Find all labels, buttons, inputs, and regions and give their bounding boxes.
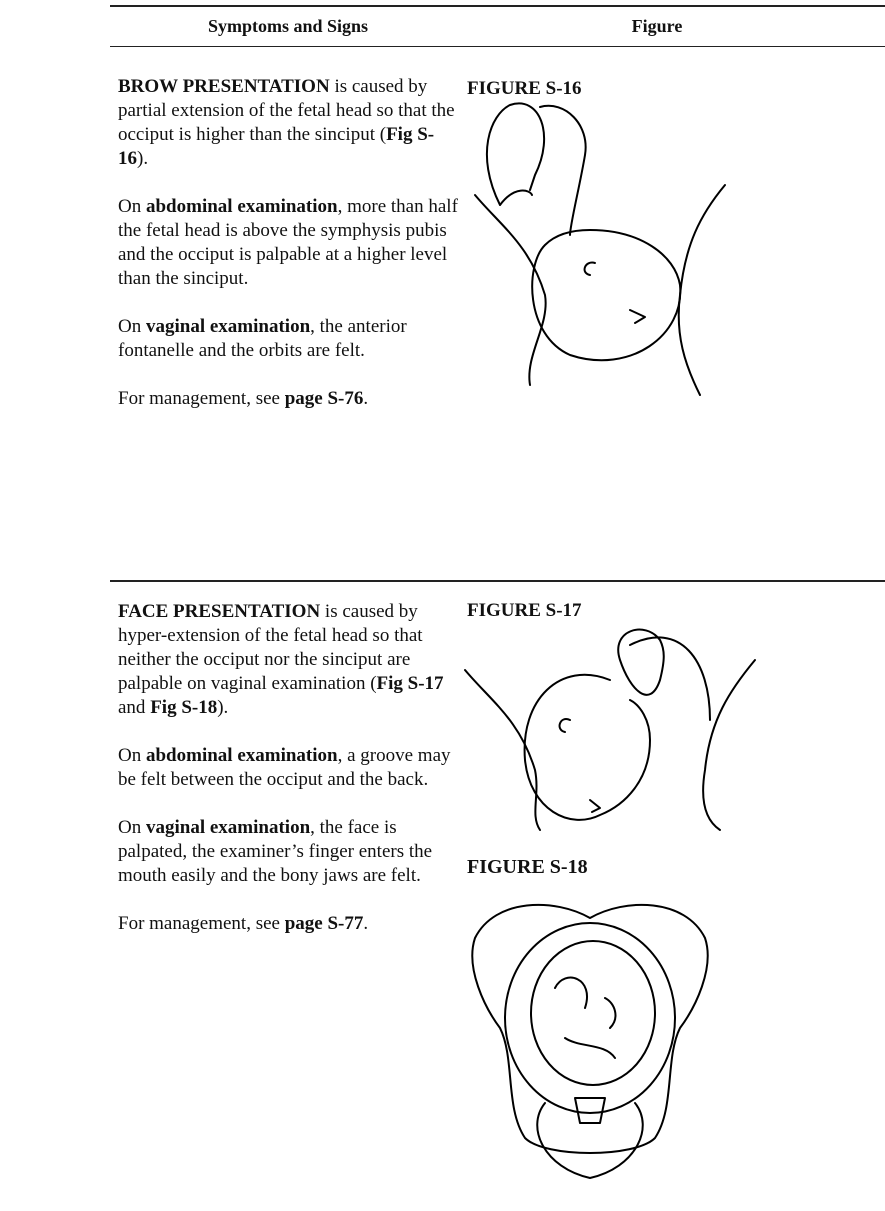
bold-text: abdominal examination (145, 745, 338, 766)
figure-drawing (474, 102, 726, 396)
text: is caused by partial extension of the fe… (118, 76, 455, 145)
text: On (118, 316, 146, 337)
bold-text: vaginal examination (145, 817, 311, 838)
text: On (118, 745, 146, 766)
bold-text: BROW PRESENTATION (118, 76, 330, 97)
figure-drawing (471, 903, 709, 1179)
text: , more than half the fetal head is above… (118, 196, 458, 289)
header-rule (110, 46, 885, 47)
text: ). (217, 697, 229, 718)
text: ). (137, 148, 149, 169)
text: , the anterior fontanelle and the orbits… (118, 316, 407, 361)
bold-text: abdominal examination (145, 196, 338, 217)
figure-label: FIGURE S-18 (467, 856, 588, 878)
top-rule (110, 5, 885, 7)
text: , the face is palpated, the examiner’s f… (118, 817, 433, 886)
text: . (363, 913, 369, 934)
text: , a groove may be felt between the occip… (118, 745, 451, 790)
bold-text: vaginal examination (145, 316, 311, 337)
bold-text: Fig S-16 (118, 124, 435, 169)
paragraph: For management, see page S-76. (118, 387, 463, 411)
paragraph: FACE PRESENTATION is caused by hyper-ext… (118, 600, 463, 720)
bold-text: page S-77 (284, 913, 364, 934)
paragraph: On vaginal examination, the anterior fon… (118, 315, 463, 363)
column-header: Figure (631, 16, 683, 36)
figure-label: FIGURE S-17 (467, 600, 582, 621)
row-rule (110, 580, 885, 582)
text: On (118, 196, 146, 217)
text: is caused by hyper-extension of the feta… (118, 601, 423, 694)
paragraph: BROW PRESENTATION is caused by partial e… (118, 75, 463, 171)
paragraph: On abdominal examination, more than half… (118, 195, 463, 291)
text: For management, see (118, 913, 285, 934)
text: For management, see (118, 388, 285, 409)
paragraph: On vaginal examination, the face is palp… (118, 816, 463, 888)
figure-drawing (464, 628, 756, 831)
text: and (118, 697, 151, 718)
text: . (363, 388, 369, 409)
bold-text: Fig S-18 (150, 697, 218, 718)
text-cell: BROW PRESENTATION is caused by partial e… (118, 75, 463, 435)
text: On (118, 817, 146, 838)
figure-label: FIGURE S-16 (467, 78, 582, 99)
paragraph: For management, see page S-77. (118, 912, 463, 936)
bold-text: FACE PRESENTATION (118, 601, 321, 622)
bold-text: Fig S-17 (376, 673, 444, 694)
text-cell: FACE PRESENTATION is caused by hyper-ext… (118, 600, 463, 960)
column-header: Symptoms and Signs (207, 16, 369, 36)
paragraph: On abdominal examination, a groove may b… (118, 744, 463, 792)
bold-text: page S-76 (284, 388, 364, 409)
